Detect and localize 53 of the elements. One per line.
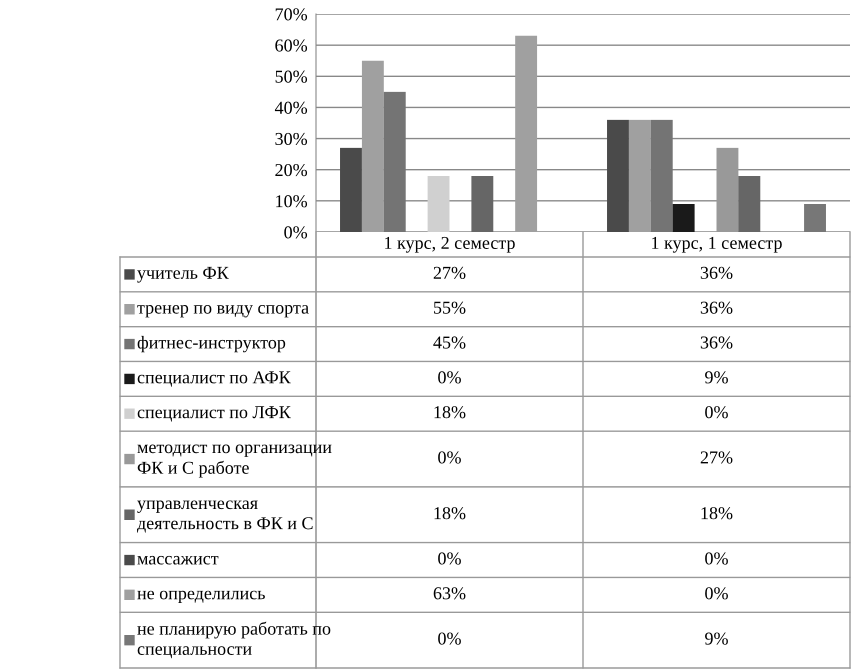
y-tick-label: 20% bbox=[275, 164, 308, 176]
bar bbox=[515, 36, 538, 232]
legend-label: методист по организации ФК и С работе bbox=[137, 444, 332, 478]
legend-label: специалист по АФК bbox=[138, 371, 291, 387]
y-tick-label: 60% bbox=[275, 39, 308, 52]
bar bbox=[607, 120, 629, 232]
bar bbox=[628, 120, 651, 232]
x-tick-label: 1 курс, 2 семестр bbox=[385, 236, 515, 253]
bar bbox=[738, 176, 760, 232]
data-label: 36% bbox=[700, 302, 732, 314]
y-tick-label: 50% bbox=[276, 70, 308, 83]
data-label: 0% bbox=[438, 632, 461, 645]
legend-label: специалист по ЛФК bbox=[138, 406, 291, 422]
data-label: 0% bbox=[705, 406, 728, 418]
bar bbox=[384, 92, 406, 232]
data-label: 0% bbox=[705, 587, 728, 600]
data-label: 45% bbox=[433, 336, 466, 349]
data-label: 63% bbox=[434, 587, 466, 600]
x-tick-label: 1 курс, 1 семестр bbox=[652, 236, 782, 253]
data-label: 0% bbox=[705, 552, 728, 565]
data-label: 18% bbox=[434, 406, 466, 418]
data-label: 55% bbox=[434, 302, 466, 314]
data-label: 18% bbox=[434, 507, 466, 520]
data-label: 18% bbox=[702, 507, 732, 520]
data-label: 0% bbox=[438, 371, 461, 384]
legend-label: не планирую работать по специальности bbox=[137, 622, 330, 658]
legend-label: тренер по виду спорта bbox=[137, 305, 309, 318]
legend-label: учитель ФК bbox=[137, 266, 229, 283]
bar bbox=[362, 60, 384, 232]
legend-label: массажист bbox=[137, 556, 218, 565]
data-label: 0% bbox=[438, 552, 461, 565]
data-label: 9% bbox=[705, 371, 728, 384]
y-tick-label: 40% bbox=[274, 102, 308, 114]
data-label: 0% bbox=[438, 451, 461, 464]
bar bbox=[471, 176, 494, 232]
y-tick-label: 70% bbox=[276, 8, 308, 20]
bar bbox=[716, 148, 738, 232]
legend-label: не определились bbox=[137, 590, 265, 604]
legend-label: фитнес-инструктор bbox=[138, 336, 286, 352]
y-tick-label: 10% bbox=[276, 195, 308, 208]
bar bbox=[650, 120, 673, 232]
data-label: 9% bbox=[705, 632, 728, 645]
y-tick-label: 30% bbox=[275, 132, 308, 146]
bar bbox=[340, 148, 362, 232]
y-tick-label: 0% bbox=[284, 226, 308, 238]
data-label: 36% bbox=[700, 266, 732, 279]
bar bbox=[672, 204, 695, 232]
bar bbox=[428, 176, 450, 232]
legend-label: управленческая деятельность в ФК и С bbox=[137, 500, 313, 533]
bar bbox=[804, 204, 826, 232]
data-label: 27% bbox=[700, 451, 732, 464]
data-label: 27% bbox=[434, 266, 466, 279]
data-label: 36% bbox=[700, 336, 732, 349]
